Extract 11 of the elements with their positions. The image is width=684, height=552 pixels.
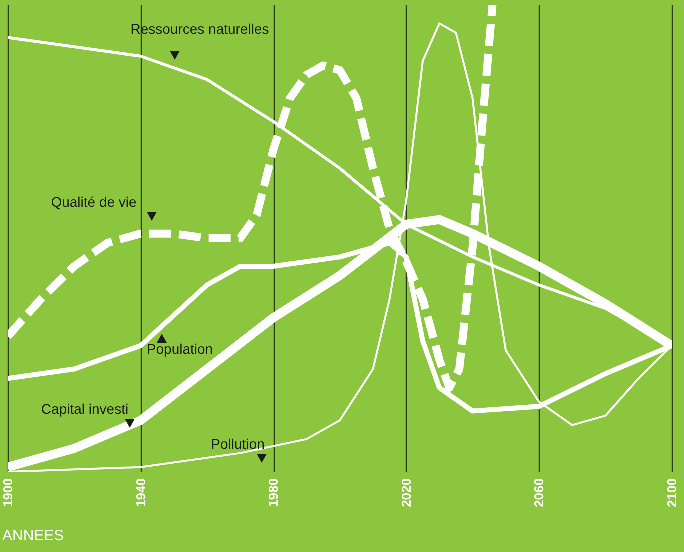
x-tick-label: 2020 (398, 478, 414, 508)
series-label: Capital investi (41, 401, 129, 417)
x-axis-title: ANNEES (2, 528, 64, 544)
series-label: Qualité de vie (51, 194, 138, 210)
x-tick-label: 2060 (532, 478, 547, 508)
x-tick-label: 1900 (0, 478, 16, 508)
series-label: Pollution (211, 436, 265, 452)
x-tick-label: 1980 (266, 478, 282, 508)
series-label: Population (146, 341, 214, 357)
x-tick-label: 2100 (664, 478, 680, 508)
x-tick-label: 1940 (133, 478, 148, 508)
